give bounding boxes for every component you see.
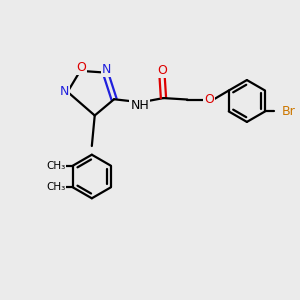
Text: Br: Br [282,105,296,118]
Text: O: O [204,93,214,106]
Text: O: O [157,64,167,77]
Text: N: N [59,85,69,98]
Text: O: O [76,61,86,74]
Text: CH₃: CH₃ [46,182,65,192]
Text: N: N [102,63,112,76]
Text: NH: NH [130,99,149,112]
Text: CH₃: CH₃ [46,160,65,171]
